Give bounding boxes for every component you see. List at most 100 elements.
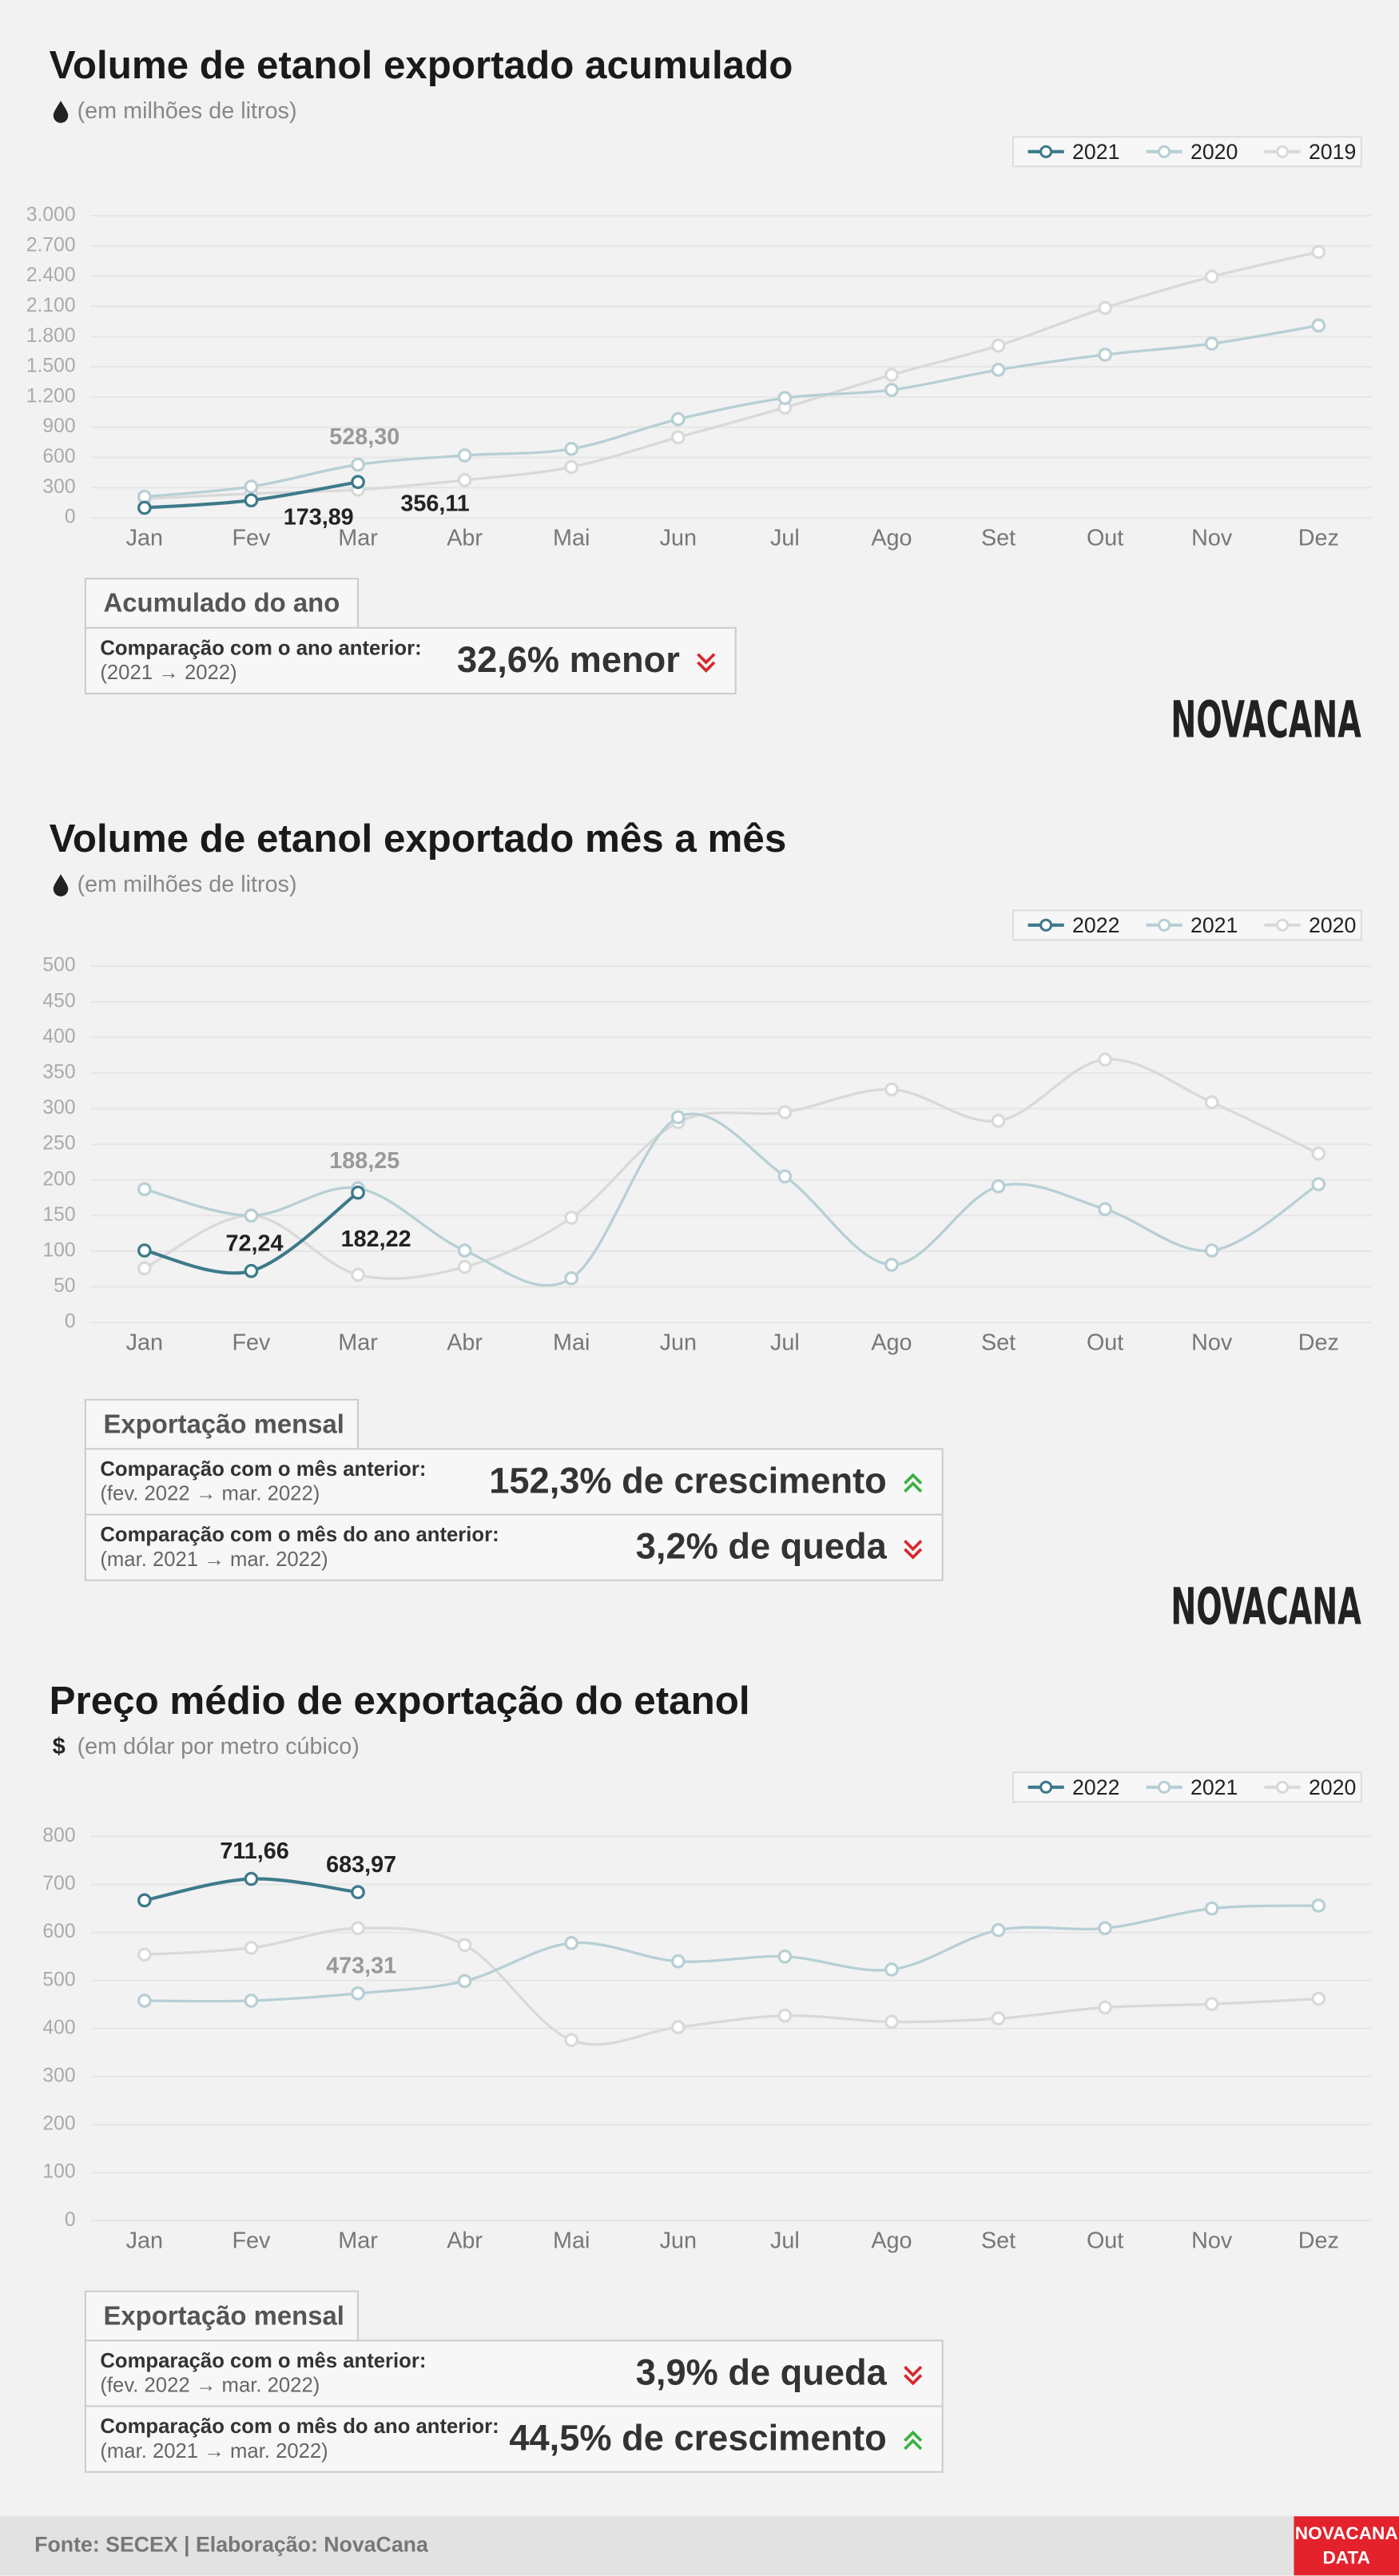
data-point [351, 1921, 365, 1936]
trend-chevron [904, 1540, 923, 1552]
data-point [1098, 1202, 1112, 1217]
x-tick-label: Set [981, 2228, 1015, 2254]
y-tick-label: 2.100 [26, 295, 76, 316]
data-point [244, 1208, 259, 1223]
legend-label: 2019 [1309, 140, 1356, 164]
row-result: 3,2% de queda [636, 1526, 888, 1567]
chart-subtitle: (em milhões de litros) [78, 98, 297, 124]
row-period: (mar. 2021 → mar. 2022) [100, 2440, 328, 2463]
data-point [351, 1885, 365, 1900]
data-point [670, 1110, 686, 1125]
data-point [777, 1105, 793, 1119]
data-point [351, 1185, 365, 1200]
row-label: Comparação com o mês anterior: [100, 2350, 426, 2372]
data-point [1098, 1052, 1112, 1067]
data-point [351, 475, 365, 490]
y-tick-label: 3.000 [26, 204, 76, 225]
data-point [457, 1259, 472, 1274]
y-tick-label: 300 [42, 1097, 75, 1119]
data-point [777, 1169, 793, 1184]
row-result: 152,3% de crescimento [489, 1461, 887, 1501]
y-tick-label: 0 [65, 507, 76, 528]
legend-marker [1275, 1780, 1290, 1794]
data-point [137, 1893, 152, 1908]
data-label: 683,97 [326, 1852, 396, 1878]
series-line [144, 250, 1319, 500]
y-tick-label: 400 [42, 2017, 75, 2038]
legend-marker [1275, 918, 1290, 932]
y-tick-label: 200 [42, 2113, 75, 2135]
chart-subtitle: (em dólar por metro cúbico) [78, 1734, 360, 1759]
y-tick-label: 700 [42, 1873, 75, 1894]
legend-label: 2022 [1072, 913, 1119, 937]
data-point [1311, 244, 1326, 260]
drop-icon [53, 101, 69, 123]
row-period: (fev. 2022 → mar. 2022) [100, 1483, 320, 1505]
data-point [670, 411, 686, 427]
footer-text: Fonte: SECEX | Elaboração: NovaCana [34, 2532, 429, 2556]
legend-box [1012, 1771, 1362, 1803]
x-tick-label: Nov [1191, 1330, 1233, 1355]
data-point [1311, 1898, 1326, 1913]
badge-text: DATA [1323, 2548, 1370, 2568]
data-point [991, 2011, 1006, 2026]
legend-label: 2020 [1309, 913, 1356, 937]
drop-icon [53, 874, 69, 896]
y-tick-label: 100 [42, 2161, 75, 2183]
trend-chevron [904, 1481, 923, 1493]
legend-label: 2021 [1190, 1775, 1238, 1799]
data-point [244, 1941, 259, 1955]
y-tick-label: 900 [42, 415, 75, 437]
data-point [884, 368, 899, 382]
brand-logo: NOVACANA [1170, 1577, 1361, 1636]
data-point [244, 479, 259, 494]
data-point [884, 1082, 899, 1097]
data-point [457, 1938, 472, 1953]
data-point [457, 473, 472, 487]
summary-row [84, 2405, 944, 2473]
x-tick-label: Fev [232, 2228, 271, 2254]
data-point [564, 459, 579, 475]
row-period: (2021 → 2022) [100, 662, 236, 684]
trend-chevron [904, 2430, 923, 2443]
data-label: 473,31 [326, 1954, 396, 1979]
x-tick-label: Jul [770, 1330, 800, 1355]
y-tick-label: 2.700 [26, 234, 76, 256]
row-result: 3,9% de queda [636, 2351, 888, 2392]
x-tick-label: Ago [871, 525, 912, 551]
data-point [884, 1258, 899, 1272]
row-label: Comparação com o mês anterior: [100, 1458, 426, 1481]
x-tick-label: Out [1087, 2228, 1123, 2254]
x-tick-label: Nov [1191, 525, 1233, 551]
data-point [991, 1179, 1006, 1194]
x-tick-label: Ago [871, 2228, 912, 2254]
data-point [1098, 2000, 1112, 2015]
summary-tab [84, 2290, 360, 2342]
summary-row [84, 1513, 944, 1581]
x-tick-label: Jun [660, 2228, 697, 2254]
y-tick-label: 50 [54, 1275, 75, 1297]
x-tick-label: Fev [232, 525, 271, 551]
data-point [351, 1267, 365, 1282]
data-point [137, 1947, 152, 1962]
data-point [564, 1210, 579, 1225]
trend-chevron [904, 2374, 923, 2386]
y-tick-label: 300 [42, 476, 75, 498]
x-tick-label: Abr [447, 1330, 483, 1355]
legend-marker [1157, 918, 1171, 932]
data-point [564, 441, 579, 456]
data-point [244, 1263, 259, 1278]
x-tick-label: Jun [660, 1330, 697, 1355]
trend-chevron [697, 661, 716, 673]
data-label: 72,24 [226, 1230, 284, 1256]
data-point [1311, 1177, 1326, 1191]
y-tick-label: 2.400 [26, 264, 76, 286]
data-point [1204, 1901, 1219, 1916]
y-tick-label: 250 [42, 1133, 75, 1155]
x-tick-label: Dez [1298, 2228, 1339, 2254]
legend-label: 2020 [1309, 1775, 1356, 1799]
badge-bg [1294, 2516, 1399, 2576]
y-tick-label: 500 [42, 1969, 75, 1990]
x-tick-label: Out [1087, 525, 1123, 551]
x-tick-label: Mai [553, 1330, 590, 1355]
